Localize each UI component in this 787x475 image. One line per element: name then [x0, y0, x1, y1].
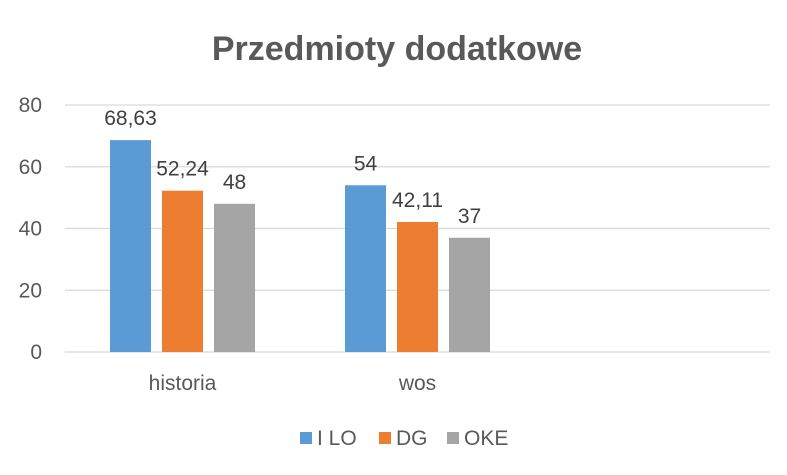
chart-title: Przedmioty dodatkowe: [212, 30, 582, 68]
bar-dg: [397, 221, 438, 352]
y-tick-label: 0: [30, 341, 42, 364]
bar-i-lo: [110, 140, 151, 352]
data-labels: 68,63 52,24 48 54 42,11 37: [104, 107, 481, 228]
y-tick-label: 60: [19, 156, 42, 179]
bars: [110, 140, 490, 352]
data-label: 42,11: [392, 189, 443, 212]
bar-dg: [162, 190, 203, 352]
legend-swatch: [379, 432, 391, 444]
legend-swatch: [447, 432, 459, 444]
category-labels: historia wos: [149, 372, 437, 395]
data-label: 37: [458, 205, 481, 228]
bar-i-lo: [345, 185, 386, 352]
legend: I LO DG OKE: [300, 427, 508, 450]
legend-label: I LO: [317, 427, 357, 450]
y-tick-label: 40: [19, 218, 42, 241]
legend-label: OKE: [464, 427, 508, 450]
data-label: 54: [354, 152, 378, 175]
data-label: 68,63: [104, 107, 157, 130]
data-label: 52,24: [156, 158, 209, 181]
legend-swatch: [300, 432, 312, 444]
category-label: wos: [398, 372, 436, 395]
category-label: historia: [149, 372, 217, 395]
y-axis-ticks: 0 20 40 60 80: [19, 94, 42, 364]
legend-label: DG: [396, 427, 428, 450]
data-label: 48: [223, 171, 246, 194]
bar-oke: [449, 237, 490, 352]
y-tick-label: 20: [19, 279, 42, 302]
y-tick-label: 80: [19, 94, 42, 117]
bar-oke: [214, 203, 255, 352]
